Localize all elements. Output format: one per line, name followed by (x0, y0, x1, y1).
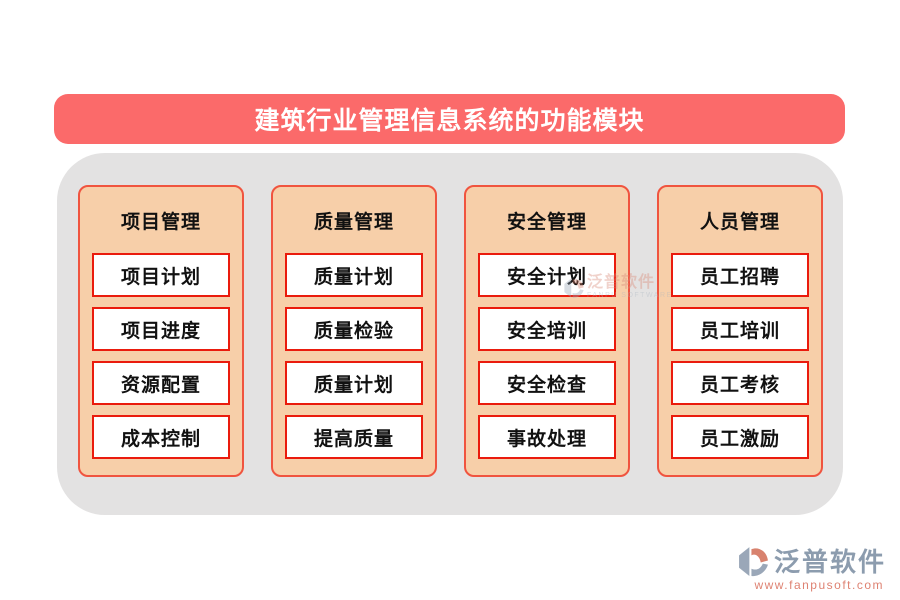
module-column-personnel: 人员管理 员工招聘 员工培训 员工考核 员工激励 (657, 185, 823, 477)
module-item: 提高质量 (285, 415, 423, 459)
column-header: 质量管理 (313, 211, 394, 233)
module-item: 安全检查 (478, 361, 616, 405)
column-header: 安全管理 (506, 211, 587, 233)
module-item: 项目计划 (92, 253, 230, 297)
footer-url: www.fanpusoft.com (754, 578, 884, 592)
column-items: 员工招聘 员工培训 员工考核 员工激励 (671, 253, 809, 459)
module-item: 资源配置 (92, 361, 230, 405)
module-column-safety: 安全管理 安全计划 安全培训 安全检查 事故处理 (464, 185, 630, 477)
module-column-project: 项目管理 项目计划 项目进度 资源配置 成本控制 (78, 185, 244, 477)
module-item: 质量计划 (285, 253, 423, 297)
module-item: 事故处理 (478, 415, 616, 459)
footer-brand: 泛普软件 (773, 546, 886, 577)
module-item: 员工考核 (671, 361, 809, 405)
module-item: 成本控制 (92, 415, 230, 459)
column-items: 质量计划 质量检验 质量计划 提高质量 (285, 253, 423, 459)
modules-panel: 项目管理 项目计划 项目进度 资源配置 成本控制 质量管理 质量计划 质量检验 … (57, 153, 843, 515)
module-item: 项目进度 (92, 307, 230, 351)
fanpu-logo-icon (739, 547, 768, 577)
module-item: 安全培训 (478, 307, 616, 351)
module-item: 员工激励 (671, 415, 809, 459)
column-header: 项目管理 (120, 211, 201, 233)
column-header: 人员管理 (699, 211, 780, 233)
module-item: 质量计划 (285, 361, 423, 405)
column-items: 项目计划 项目进度 资源配置 成本控制 (92, 253, 230, 459)
column-items: 安全计划 安全培训 安全检查 事故处理 (478, 253, 616, 459)
module-item: 质量检验 (285, 307, 423, 351)
module-column-quality: 质量管理 质量计划 质量检验 质量计划 提高质量 (271, 185, 437, 477)
module-item: 安全计划 (478, 253, 616, 297)
diagram-title: 建筑行业管理信息系统的功能模块 (254, 107, 645, 135)
title-banner: 建筑行业管理信息系统的功能模块 (54, 94, 845, 144)
module-item: 员工培训 (671, 307, 809, 351)
footer-logo-row: 泛普软件 (737, 545, 886, 578)
module-item: 员工招聘 (671, 253, 809, 297)
footer-logo: 泛普软件 www.fanpusoft.com (737, 545, 886, 592)
